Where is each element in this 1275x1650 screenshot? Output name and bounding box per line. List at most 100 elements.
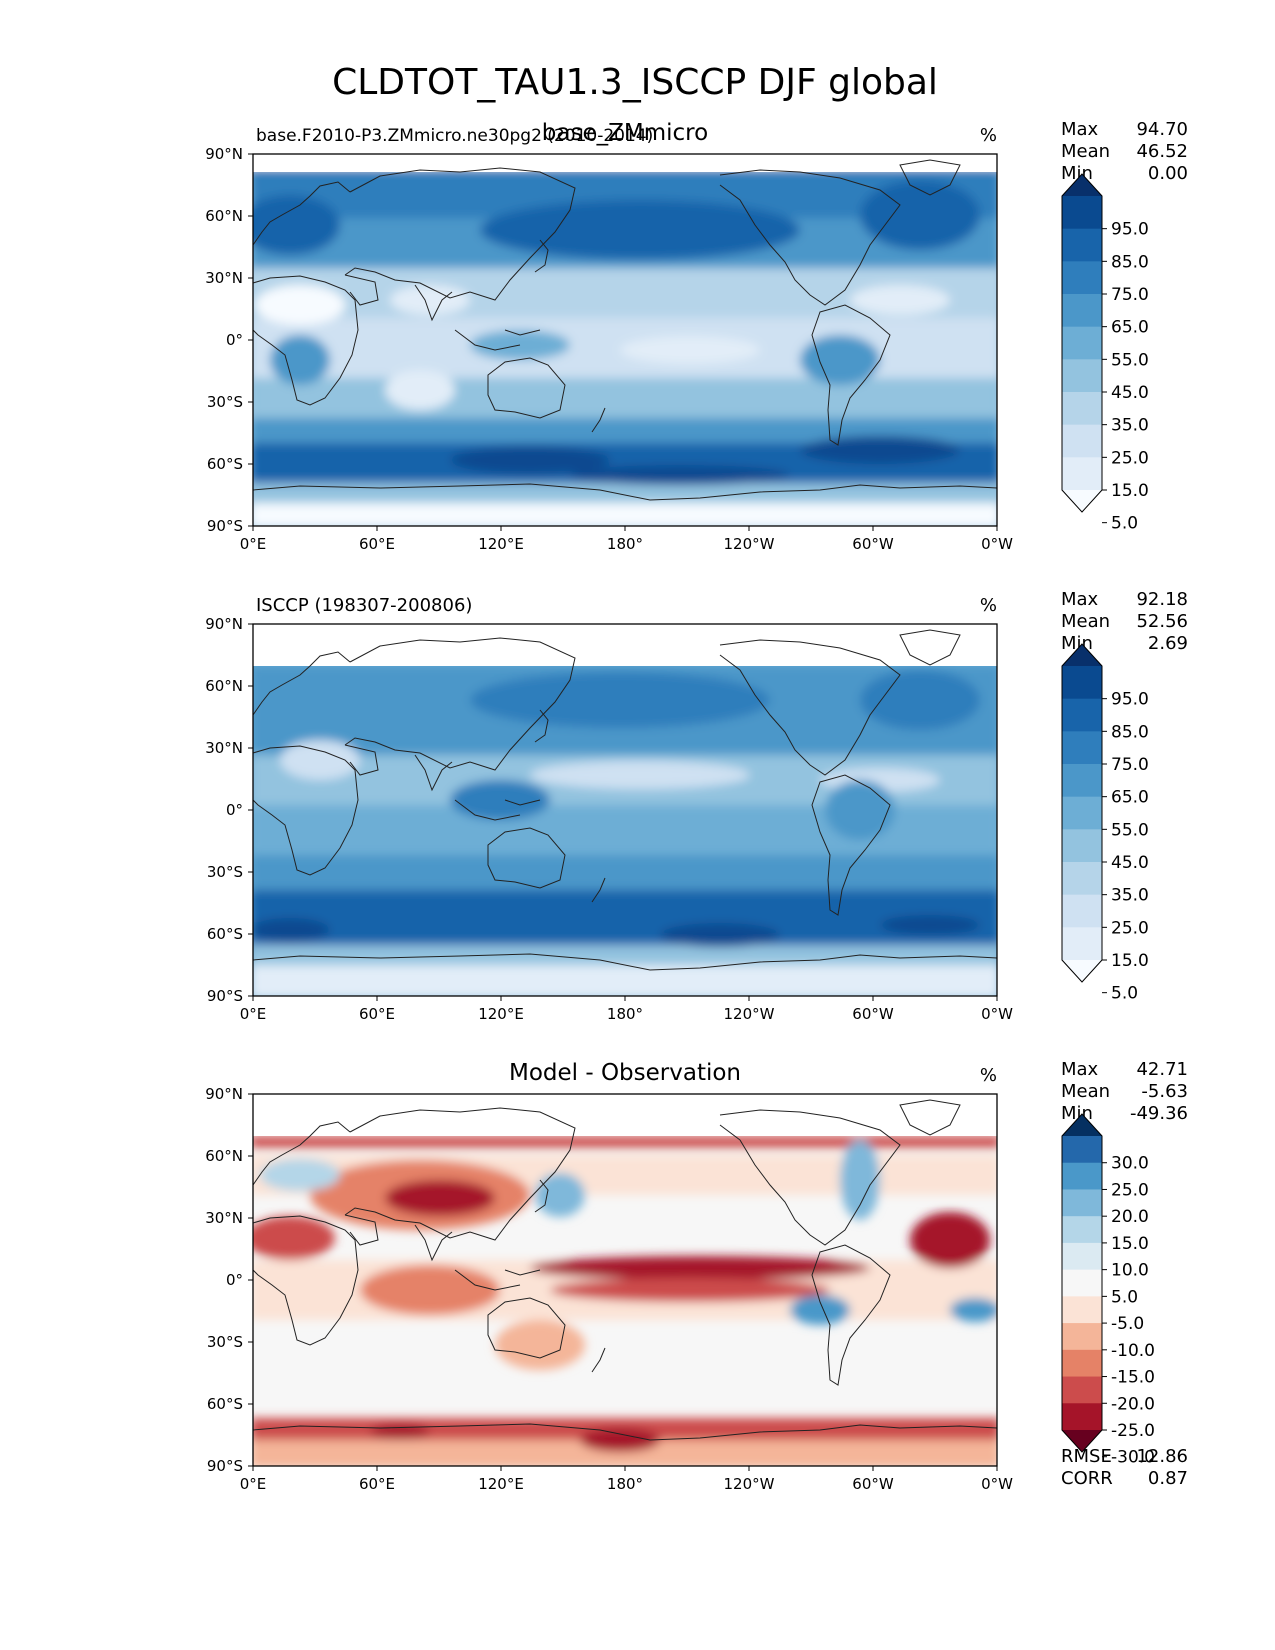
colorbar-segment xyxy=(1062,698,1102,732)
colorbar-tick-label: 45.0 xyxy=(1111,383,1149,403)
lat-tick-label: 60°N xyxy=(205,207,243,225)
stat-label-corr: CORR xyxy=(1061,1468,1113,1489)
lat-tick-label: 30°S xyxy=(207,393,243,411)
stat-label-max: Max xyxy=(1061,1059,1099,1080)
stat-value-rmse: 12.86 xyxy=(1136,1446,1188,1467)
colorbar-segment xyxy=(1062,1136,1102,1164)
colorbar-tick-label: -30.0 xyxy=(1111,1448,1155,1468)
lat-tick-label: 90°S xyxy=(207,1457,243,1475)
colorbar-segment xyxy=(1062,927,1102,961)
colorbar-tick-label: 55.0 xyxy=(1111,350,1149,370)
colorbar-segment xyxy=(1062,764,1102,798)
stat-value-min: 0.00 xyxy=(1148,163,1188,184)
stat-value-max: 94.70 xyxy=(1136,119,1188,140)
colorbar-tick-label: 10.0 xyxy=(1111,1261,1149,1281)
colorbar-segment xyxy=(1062,1376,1102,1404)
colorbar-model: 95.0 85.0 75.0 65.0 55.0 45.0 35.0 25.0 15.0 5.0 xyxy=(1061,173,1149,534)
colorbar-segment xyxy=(1062,457,1102,491)
lat-tick-label: 30°S xyxy=(207,1333,243,1351)
colorbar-segment xyxy=(1062,261,1102,295)
colorbar-segment xyxy=(1062,326,1102,360)
panel-units: % xyxy=(980,595,997,616)
lon-tick-label: 120°E xyxy=(478,1475,524,1493)
colorbar-segment xyxy=(1062,731,1102,765)
lat-tick-label: 30°N xyxy=(205,739,243,757)
colorbar-segment xyxy=(1062,1269,1102,1297)
extra-stats-difference: RMSE CORR 12.86 0.87 xyxy=(1061,1446,1188,1489)
colorbar-tick-label: 85.0 xyxy=(1111,722,1149,742)
stats-difference: Max Mean Min 42.71 -5.63 -49.36 xyxy=(1061,1059,1188,1124)
stat-label-mean: Mean xyxy=(1061,611,1110,632)
colorbar-segment xyxy=(1062,294,1102,328)
colorbar-tick-label: 5.0 xyxy=(1111,514,1138,534)
lon-tick-label: 180° xyxy=(607,1475,643,1493)
panel-center-title: Model - Observation xyxy=(509,1060,741,1086)
colorbar-segment xyxy=(1062,1403,1102,1431)
colorbar-tick-label: 15.0 xyxy=(1111,1234,1149,1254)
lon-tick-label: 60°W xyxy=(852,1475,894,1493)
lat-tick-label: 60°S xyxy=(207,455,243,473)
lon-tick-label: 0°W xyxy=(981,1475,1013,1493)
lon-tick-label: 180° xyxy=(607,1005,643,1023)
colorbar-segment xyxy=(1062,1216,1102,1244)
lon-tick-label: 0°E xyxy=(240,1475,267,1493)
lat-tick-label: 30°S xyxy=(207,863,243,881)
colorbar-tick-label: 15.0 xyxy=(1111,951,1149,971)
colorbar-tick-label: 5.0 xyxy=(1111,984,1138,1004)
lat-tick-label: 0° xyxy=(226,801,243,819)
lat-tick-label: 0° xyxy=(226,331,243,349)
colorbar-tick-label: 65.0 xyxy=(1111,318,1149,338)
colorbar-tick-label: -10.0 xyxy=(1111,1341,1155,1361)
colorbar-extend-bottom xyxy=(1062,1430,1102,1452)
stat-value-min: 2.69 xyxy=(1148,633,1188,654)
stat-label-mean: Mean xyxy=(1061,1081,1110,1102)
stat-value-mean: 52.56 xyxy=(1136,611,1188,632)
lat-tick-label: 60°N xyxy=(205,1147,243,1165)
lat-tick-label: 90°N xyxy=(205,1085,243,1103)
colorbar-segment xyxy=(1062,829,1102,863)
colorbar-segment xyxy=(1062,1349,1102,1378)
stat-label-mean: Mean xyxy=(1061,141,1110,162)
stat-value-min: -49.36 xyxy=(1130,1103,1188,1124)
colorbar-segment xyxy=(1062,1242,1102,1271)
lat-tick-label: 30°N xyxy=(205,269,243,287)
colorbar-tick-label: 95.0 xyxy=(1111,690,1149,710)
lat-tick-label: 60°N xyxy=(205,677,243,695)
lat-tick-label: 90°N xyxy=(205,615,243,633)
figure-title: CLDTOT_TAU1.3_ISCCP DJF global xyxy=(332,62,938,103)
lon-tick-label: 0°W xyxy=(981,1005,1013,1023)
stat-label-max: Max xyxy=(1061,589,1099,610)
field-difference xyxy=(253,1094,997,1466)
colorbar-segment xyxy=(1062,196,1102,230)
colorbar-segment xyxy=(1062,424,1102,458)
axes-observation: 90°N 60°N 30°N 0° 30°S 60°S 90°S0°E 60°E 120°E 18… xyxy=(205,615,1013,1023)
stat-label-rmse: RMSE xyxy=(1061,1446,1112,1467)
lon-tick-label: 60°E xyxy=(359,1005,395,1023)
lat-tick-label: 90°S xyxy=(207,517,243,535)
lon-tick-label: 0°W xyxy=(981,535,1013,553)
lon-tick-label: 120°W xyxy=(724,1475,775,1493)
axes-difference: 90°N 60°N 30°N 0° 30°S 60°S 90°S0°E 60°E 120°E 18… xyxy=(205,1085,1013,1493)
colorbar-tick-label: 30.0 xyxy=(1111,1154,1149,1174)
colorbar-extend-top xyxy=(1062,1114,1102,1136)
stat-value-max: 92.18 xyxy=(1136,589,1188,610)
lon-tick-label: 120°E xyxy=(478,1005,524,1023)
colorbar-difference: 30.0 25.0 20.0 15.0 10.0 5.0 -5.0 -10.0 -15.0 -20… xyxy=(1061,1113,1155,1468)
colorbar-segment xyxy=(1062,359,1102,393)
colorbar-tick-label: 15.0 xyxy=(1111,481,1149,501)
lon-tick-label: 0°E xyxy=(240,1005,267,1023)
stat-value-corr: 0.87 xyxy=(1148,1468,1188,1489)
lon-tick-label: 60°E xyxy=(359,535,395,553)
colorbar-tick-label: 35.0 xyxy=(1111,416,1149,436)
colorbar-tick-label: 5.0 xyxy=(1111,1287,1138,1307)
colorbar-tick-label: 25.0 xyxy=(1111,448,1149,468)
stat-value-max: 42.71 xyxy=(1136,1059,1188,1080)
stats-observation: Max Mean Min 92.18 52.56 2.69 xyxy=(1061,589,1188,654)
colorbar-tick-label: 55.0 xyxy=(1111,820,1149,840)
colorbar-tick-label: 25.0 xyxy=(1111,1180,1149,1200)
panel-units: % xyxy=(980,125,997,146)
colorbar-tick-label: 65.0 xyxy=(1111,788,1149,808)
lon-tick-label: 120°W xyxy=(724,535,775,553)
lon-tick-label: 120°E xyxy=(478,535,524,553)
